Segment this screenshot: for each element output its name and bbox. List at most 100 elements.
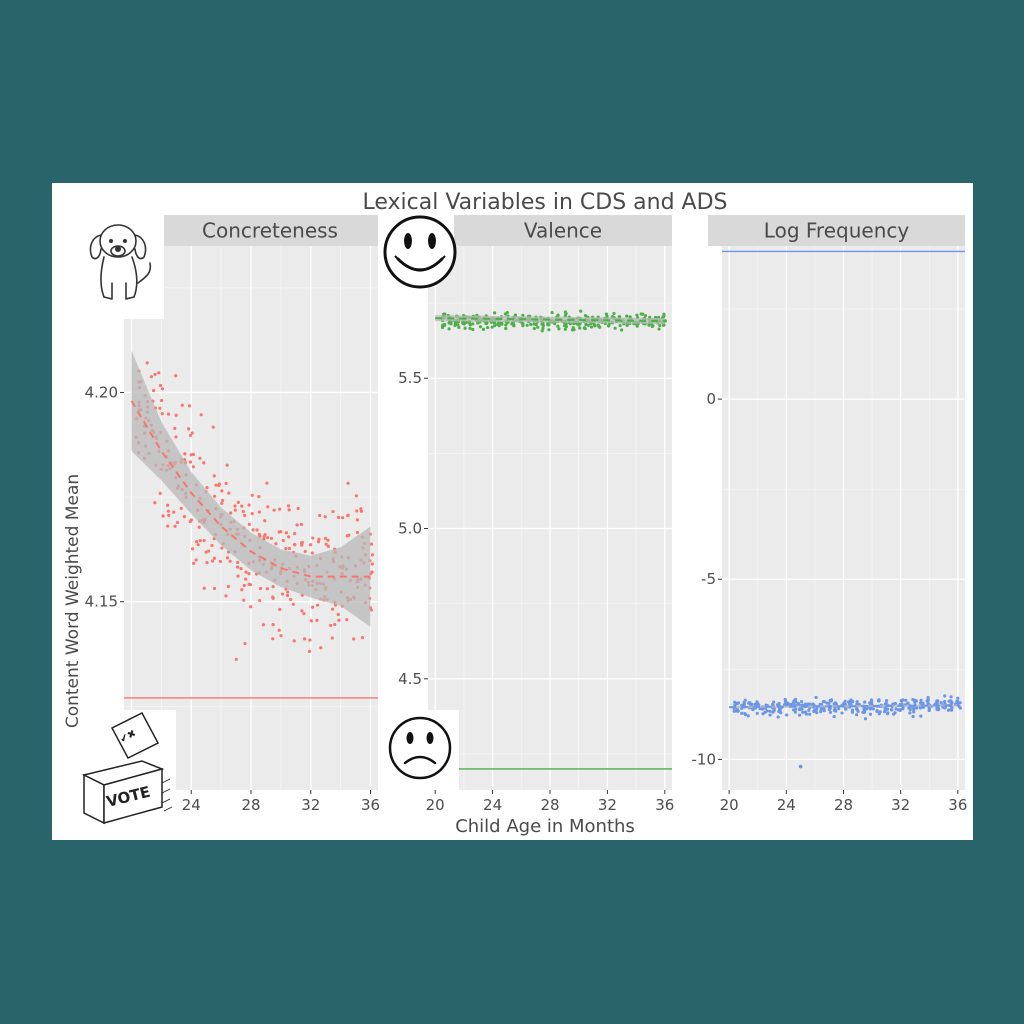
data-point bbox=[906, 701, 910, 705]
data-point bbox=[299, 541, 304, 545]
data-point bbox=[233, 504, 237, 508]
data-point bbox=[746, 714, 750, 718]
data-point bbox=[239, 567, 243, 571]
data-point bbox=[289, 597, 293, 602]
data-point bbox=[579, 309, 583, 313]
data-point bbox=[330, 636, 334, 640]
data-point bbox=[188, 460, 193, 464]
data-point bbox=[534, 322, 538, 327]
x-tick-label: 36 bbox=[948, 796, 967, 814]
data-point bbox=[346, 481, 350, 485]
data-point bbox=[819, 710, 823, 714]
data-point bbox=[829, 698, 834, 702]
data-point bbox=[521, 313, 525, 317]
data-point bbox=[556, 313, 560, 317]
data-point bbox=[243, 641, 247, 646]
data-point bbox=[871, 707, 875, 711]
panel-concreteness: Concreteness 24 28 32 36 4.15 4.20 bbox=[85, 215, 380, 814]
data-point bbox=[765, 709, 769, 713]
data-point bbox=[158, 406, 162, 410]
data-point bbox=[815, 711, 819, 715]
data-point bbox=[191, 452, 196, 457]
data-point bbox=[478, 325, 483, 329]
data-point bbox=[589, 325, 594, 329]
data-point bbox=[578, 326, 582, 330]
data-point bbox=[205, 485, 209, 490]
data-point bbox=[323, 515, 327, 519]
data-point bbox=[875, 709, 879, 713]
data-point bbox=[613, 326, 617, 330]
data-point bbox=[271, 584, 275, 589]
data-point bbox=[243, 513, 247, 518]
data-point bbox=[854, 713, 859, 717]
data-point bbox=[490, 325, 494, 329]
data-point bbox=[550, 310, 554, 315]
data-point bbox=[229, 511, 233, 515]
x-tick-label: 28 bbox=[241, 796, 260, 814]
data-point bbox=[173, 524, 177, 528]
data-point bbox=[521, 322, 525, 326]
x-tick-label: 36 bbox=[655, 796, 674, 814]
data-point bbox=[628, 315, 632, 319]
data-point bbox=[783, 697, 787, 701]
data-point bbox=[950, 708, 954, 712]
data-point bbox=[188, 433, 193, 438]
data-point bbox=[359, 509, 364, 513]
data-point bbox=[850, 710, 855, 714]
data-point bbox=[307, 649, 312, 653]
data-point bbox=[271, 623, 275, 627]
data-point bbox=[319, 646, 323, 650]
data-point bbox=[158, 383, 163, 388]
data-point bbox=[525, 323, 529, 327]
y-tick-label: -5 bbox=[701, 570, 716, 588]
data-point bbox=[198, 456, 202, 460]
plot-area bbox=[124, 350, 378, 699]
data-point bbox=[463, 326, 467, 330]
data-point bbox=[885, 707, 890, 711]
smooth-line bbox=[729, 704, 958, 709]
data-point bbox=[457, 325, 461, 330]
data-point bbox=[214, 483, 218, 487]
data-point bbox=[286, 504, 291, 508]
data-point bbox=[570, 328, 575, 332]
data-point bbox=[803, 710, 808, 714]
data-point bbox=[157, 371, 161, 375]
data-point bbox=[755, 711, 759, 715]
data-point bbox=[370, 553, 375, 557]
data-point bbox=[471, 327, 475, 332]
data-point bbox=[330, 607, 335, 611]
data-point bbox=[173, 426, 177, 430]
data-point bbox=[486, 325, 490, 330]
data-point bbox=[481, 327, 486, 331]
data-point bbox=[583, 327, 587, 331]
data-point bbox=[272, 508, 276, 512]
data-point bbox=[801, 710, 805, 714]
y-axis-label: Content Word Weighted Mean bbox=[63, 474, 83, 728]
data-point bbox=[199, 413, 203, 417]
x-tick-label: 24 bbox=[182, 796, 201, 814]
x-tick-label: 36 bbox=[361, 796, 380, 814]
data-point bbox=[309, 619, 313, 623]
data-point bbox=[894, 707, 898, 711]
data-point bbox=[250, 493, 254, 498]
data-point bbox=[832, 714, 836, 719]
data-point bbox=[557, 327, 561, 331]
data-point bbox=[843, 707, 848, 711]
data-point bbox=[564, 324, 568, 329]
data-point bbox=[233, 508, 237, 512]
data-point bbox=[263, 519, 267, 523]
data-point bbox=[251, 528, 255, 532]
data-point bbox=[828, 710, 833, 714]
data-point bbox=[657, 327, 661, 331]
data-point bbox=[337, 618, 341, 622]
data-point bbox=[869, 698, 874, 702]
data-point bbox=[303, 549, 307, 553]
data-point bbox=[281, 538, 285, 543]
data-point bbox=[317, 537, 321, 541]
data-point bbox=[315, 603, 320, 607]
data-point bbox=[540, 322, 544, 326]
data-point bbox=[149, 375, 153, 379]
data-point bbox=[837, 707, 841, 711]
data-point bbox=[468, 323, 472, 327]
data-point bbox=[308, 638, 312, 642]
